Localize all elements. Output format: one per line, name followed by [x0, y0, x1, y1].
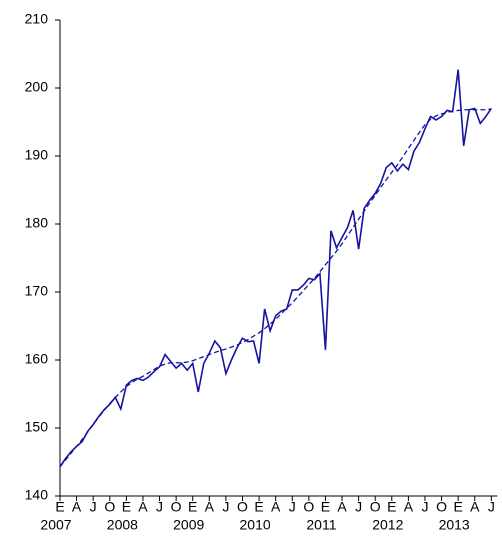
year-label: 2013: [439, 517, 470, 533]
x-tick-label: J: [222, 499, 229, 515]
y-tick-label: 140: [25, 487, 49, 503]
y-tick-label: 180: [25, 215, 49, 231]
year-label: 2010: [240, 517, 271, 533]
x-tick-label: O: [436, 499, 447, 515]
x-tick-label: J: [488, 499, 495, 515]
x-tick-label: A: [205, 499, 215, 515]
x-tick-label: A: [72, 499, 82, 515]
x-tick-label: A: [337, 499, 347, 515]
year-label: 2008: [107, 517, 138, 533]
x-tick-label: E: [188, 499, 197, 515]
series-line: [59, 69, 493, 468]
x-tick-label: O: [237, 499, 248, 515]
x-tick-label: E: [122, 499, 131, 515]
y-tick-label: 200: [25, 79, 49, 95]
x-tick-label: J: [90, 499, 97, 515]
y-tick-label: 170: [25, 283, 49, 299]
y-tick-label: 160: [25, 351, 49, 367]
y-tick-label: 210: [25, 11, 49, 27]
y-tick-label: 150: [25, 419, 49, 435]
x-tick-label: A: [138, 499, 148, 515]
trend-line: [59, 108, 492, 468]
x-tick-label: A: [271, 499, 281, 515]
x-tick-label: O: [171, 499, 182, 515]
year-label: 2009: [173, 517, 204, 533]
x-tick-label: E: [254, 499, 263, 515]
year-label: 2007: [40, 517, 71, 533]
x-tick-label: O: [303, 499, 314, 515]
year-label: 2012: [372, 517, 403, 533]
x-tick-label: J: [421, 499, 428, 515]
x-tick-label: E: [321, 499, 330, 515]
x-tick-label: J: [289, 499, 296, 515]
y-tick-label: 190: [25, 147, 49, 163]
x-tick-label: O: [370, 499, 381, 515]
x-tick-label: E: [387, 499, 396, 515]
x-tick-label: O: [104, 499, 115, 515]
x-tick-label: J: [355, 499, 362, 515]
x-tick-label: E: [453, 499, 462, 515]
year-label: 2011: [306, 517, 336, 533]
x-tick-label: A: [404, 499, 414, 515]
x-tick-label: A: [470, 499, 480, 515]
x-tick-label: J: [156, 499, 163, 515]
x-tick-label: E: [55, 499, 64, 515]
